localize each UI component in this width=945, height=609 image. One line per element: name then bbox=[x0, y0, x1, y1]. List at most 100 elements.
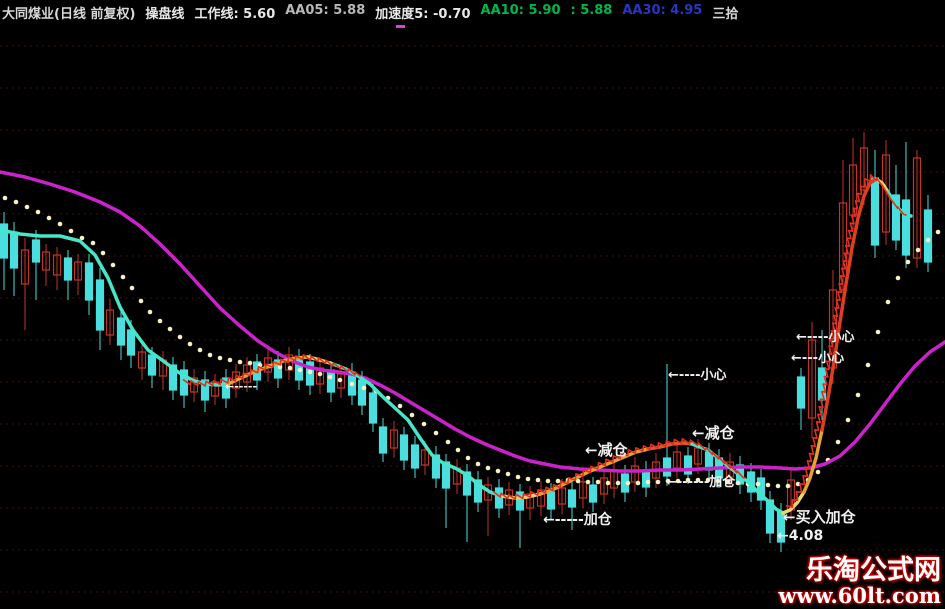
watermark-url: www.60lt.com bbox=[778, 582, 941, 608]
dotted-line-dot bbox=[615, 480, 621, 486]
acceleration-line bbox=[182, 353, 361, 387]
dotted-line-dot bbox=[655, 479, 661, 485]
dotted-line-dot bbox=[207, 352, 213, 358]
signal-annotation: ←----小心 bbox=[796, 330, 854, 345]
dotted-line-dot bbox=[409, 412, 415, 418]
bear-candle bbox=[870, 177, 880, 246]
dotted-line-dot bbox=[785, 483, 791, 489]
dotted-line-dot bbox=[635, 480, 641, 486]
acceleration-line bbox=[492, 437, 746, 500]
dotted-line-dot bbox=[835, 439, 841, 445]
dotted-line-dot bbox=[725, 479, 731, 485]
bear-candle bbox=[273, 359, 283, 379]
dotted-line-dot bbox=[475, 461, 481, 467]
dotted-line-dot bbox=[68, 228, 74, 234]
bear-candle bbox=[116, 317, 126, 346]
signal-annotation: ←买入加仓 bbox=[783, 508, 857, 526]
dotted-line-dot bbox=[875, 329, 881, 335]
bear-candle bbox=[891, 194, 901, 241]
bear-candle bbox=[756, 477, 766, 501]
dotted-line-dot bbox=[505, 471, 511, 477]
signal-annotation: ←------加仓 bbox=[666, 474, 736, 490]
dotted-line-dot bbox=[287, 365, 293, 371]
dotted-line-dot bbox=[237, 359, 243, 365]
dotted-line-dot bbox=[110, 262, 116, 268]
dotted-line-dot bbox=[935, 229, 941, 235]
dotted-line-dot bbox=[695, 477, 701, 483]
bear-candle bbox=[9, 231, 19, 269]
dotted-line-dot bbox=[885, 299, 891, 305]
bear-candle bbox=[168, 364, 178, 391]
dotted-line-dot bbox=[715, 478, 721, 484]
bear-candle bbox=[567, 489, 577, 508]
watermark-site-name: 乐淘公式网 bbox=[806, 554, 941, 586]
bear-candle bbox=[84, 262, 94, 301]
dotted-line-dot bbox=[90, 240, 96, 246]
dotted-line-dot bbox=[585, 479, 591, 485]
magenta-tick-mark bbox=[396, 25, 405, 28]
dotted-line-dot bbox=[100, 250, 106, 256]
bear-candle bbox=[126, 329, 136, 356]
dotted-line-dot bbox=[361, 385, 367, 391]
indicator-item: AA10: 5.90 bbox=[480, 3, 561, 18]
dotted-line-dot bbox=[138, 298, 144, 304]
dotted-line-dot bbox=[24, 204, 30, 210]
dotted-line-dot bbox=[545, 478, 551, 484]
indicator-values: 操盘线 工作线: 5.60 AA05: 5.88 加速度5: -0.70 AA10: 5… bbox=[145, 3, 738, 22]
bull-candle bbox=[137, 351, 147, 369]
dotted-line-dot bbox=[277, 364, 283, 370]
indicator-item: 操盘线 bbox=[145, 7, 185, 22]
dotted-line-dot bbox=[177, 334, 183, 340]
bear-candle bbox=[546, 491, 556, 510]
dotted-line-dot bbox=[665, 478, 671, 484]
indicator-item: AA30: 4.95 bbox=[622, 3, 703, 18]
dotted-line-dot bbox=[349, 381, 355, 387]
dotted-line-dot bbox=[685, 477, 691, 483]
dotted-line-dot bbox=[575, 478, 581, 484]
signal-annotation: ←减仓 bbox=[585, 441, 629, 459]
dotted-line-dot bbox=[337, 377, 343, 383]
bear-candle bbox=[923, 209, 933, 263]
dotted-line-dot bbox=[795, 481, 801, 487]
dotted-line-dot bbox=[421, 421, 427, 427]
dotted-line-dot bbox=[46, 215, 52, 221]
dotted-line-dot bbox=[445, 439, 451, 445]
dotted-line-dot bbox=[297, 367, 303, 373]
dotted-line-dot bbox=[455, 447, 461, 453]
dotted-line-dot bbox=[925, 237, 931, 243]
bull-candle bbox=[807, 339, 817, 419]
dotted-line-dot bbox=[515, 474, 521, 480]
dotted-line-dot bbox=[317, 371, 323, 377]
bull-candle bbox=[389, 429, 399, 449]
dotted-line-dot bbox=[625, 480, 631, 486]
bear-candle bbox=[368, 392, 378, 424]
signal-annotation: ←4.08 bbox=[777, 528, 823, 544]
bull-candle bbox=[912, 157, 922, 259]
dotted-line-dot bbox=[57, 221, 63, 227]
signal-annotation: ←-----加仓 bbox=[543, 511, 613, 528]
indicator-item: 三拾 bbox=[712, 7, 739, 22]
dotted-line-dot bbox=[327, 374, 333, 380]
bear-candle bbox=[326, 369, 336, 393]
dotted-line-dot bbox=[35, 209, 41, 215]
dotted-line-dot bbox=[217, 355, 223, 361]
dotted-line-dot bbox=[307, 369, 313, 375]
bear-candle bbox=[357, 379, 367, 406]
bull-candle bbox=[672, 451, 682, 469]
dotted-line-dot bbox=[79, 235, 85, 241]
dotted-line-dot bbox=[645, 479, 651, 485]
trade-line-segment bbox=[781, 490, 806, 515]
stock-title: 大同煤业(日线 前复权) bbox=[2, 7, 136, 22]
dotted-line-dot bbox=[775, 483, 781, 489]
dotted-line-dot bbox=[905, 259, 911, 265]
signal-annotation: ←---小心 bbox=[791, 351, 844, 366]
bull-candle bbox=[105, 309, 115, 336]
bear-candle bbox=[0, 223, 9, 259]
dotted-line-dot bbox=[915, 247, 921, 253]
bull-candle bbox=[73, 261, 83, 281]
bear-candle bbox=[473, 479, 483, 503]
dotted-line-dot bbox=[815, 469, 821, 475]
signal-annotation: ←减仓 bbox=[692, 424, 736, 442]
